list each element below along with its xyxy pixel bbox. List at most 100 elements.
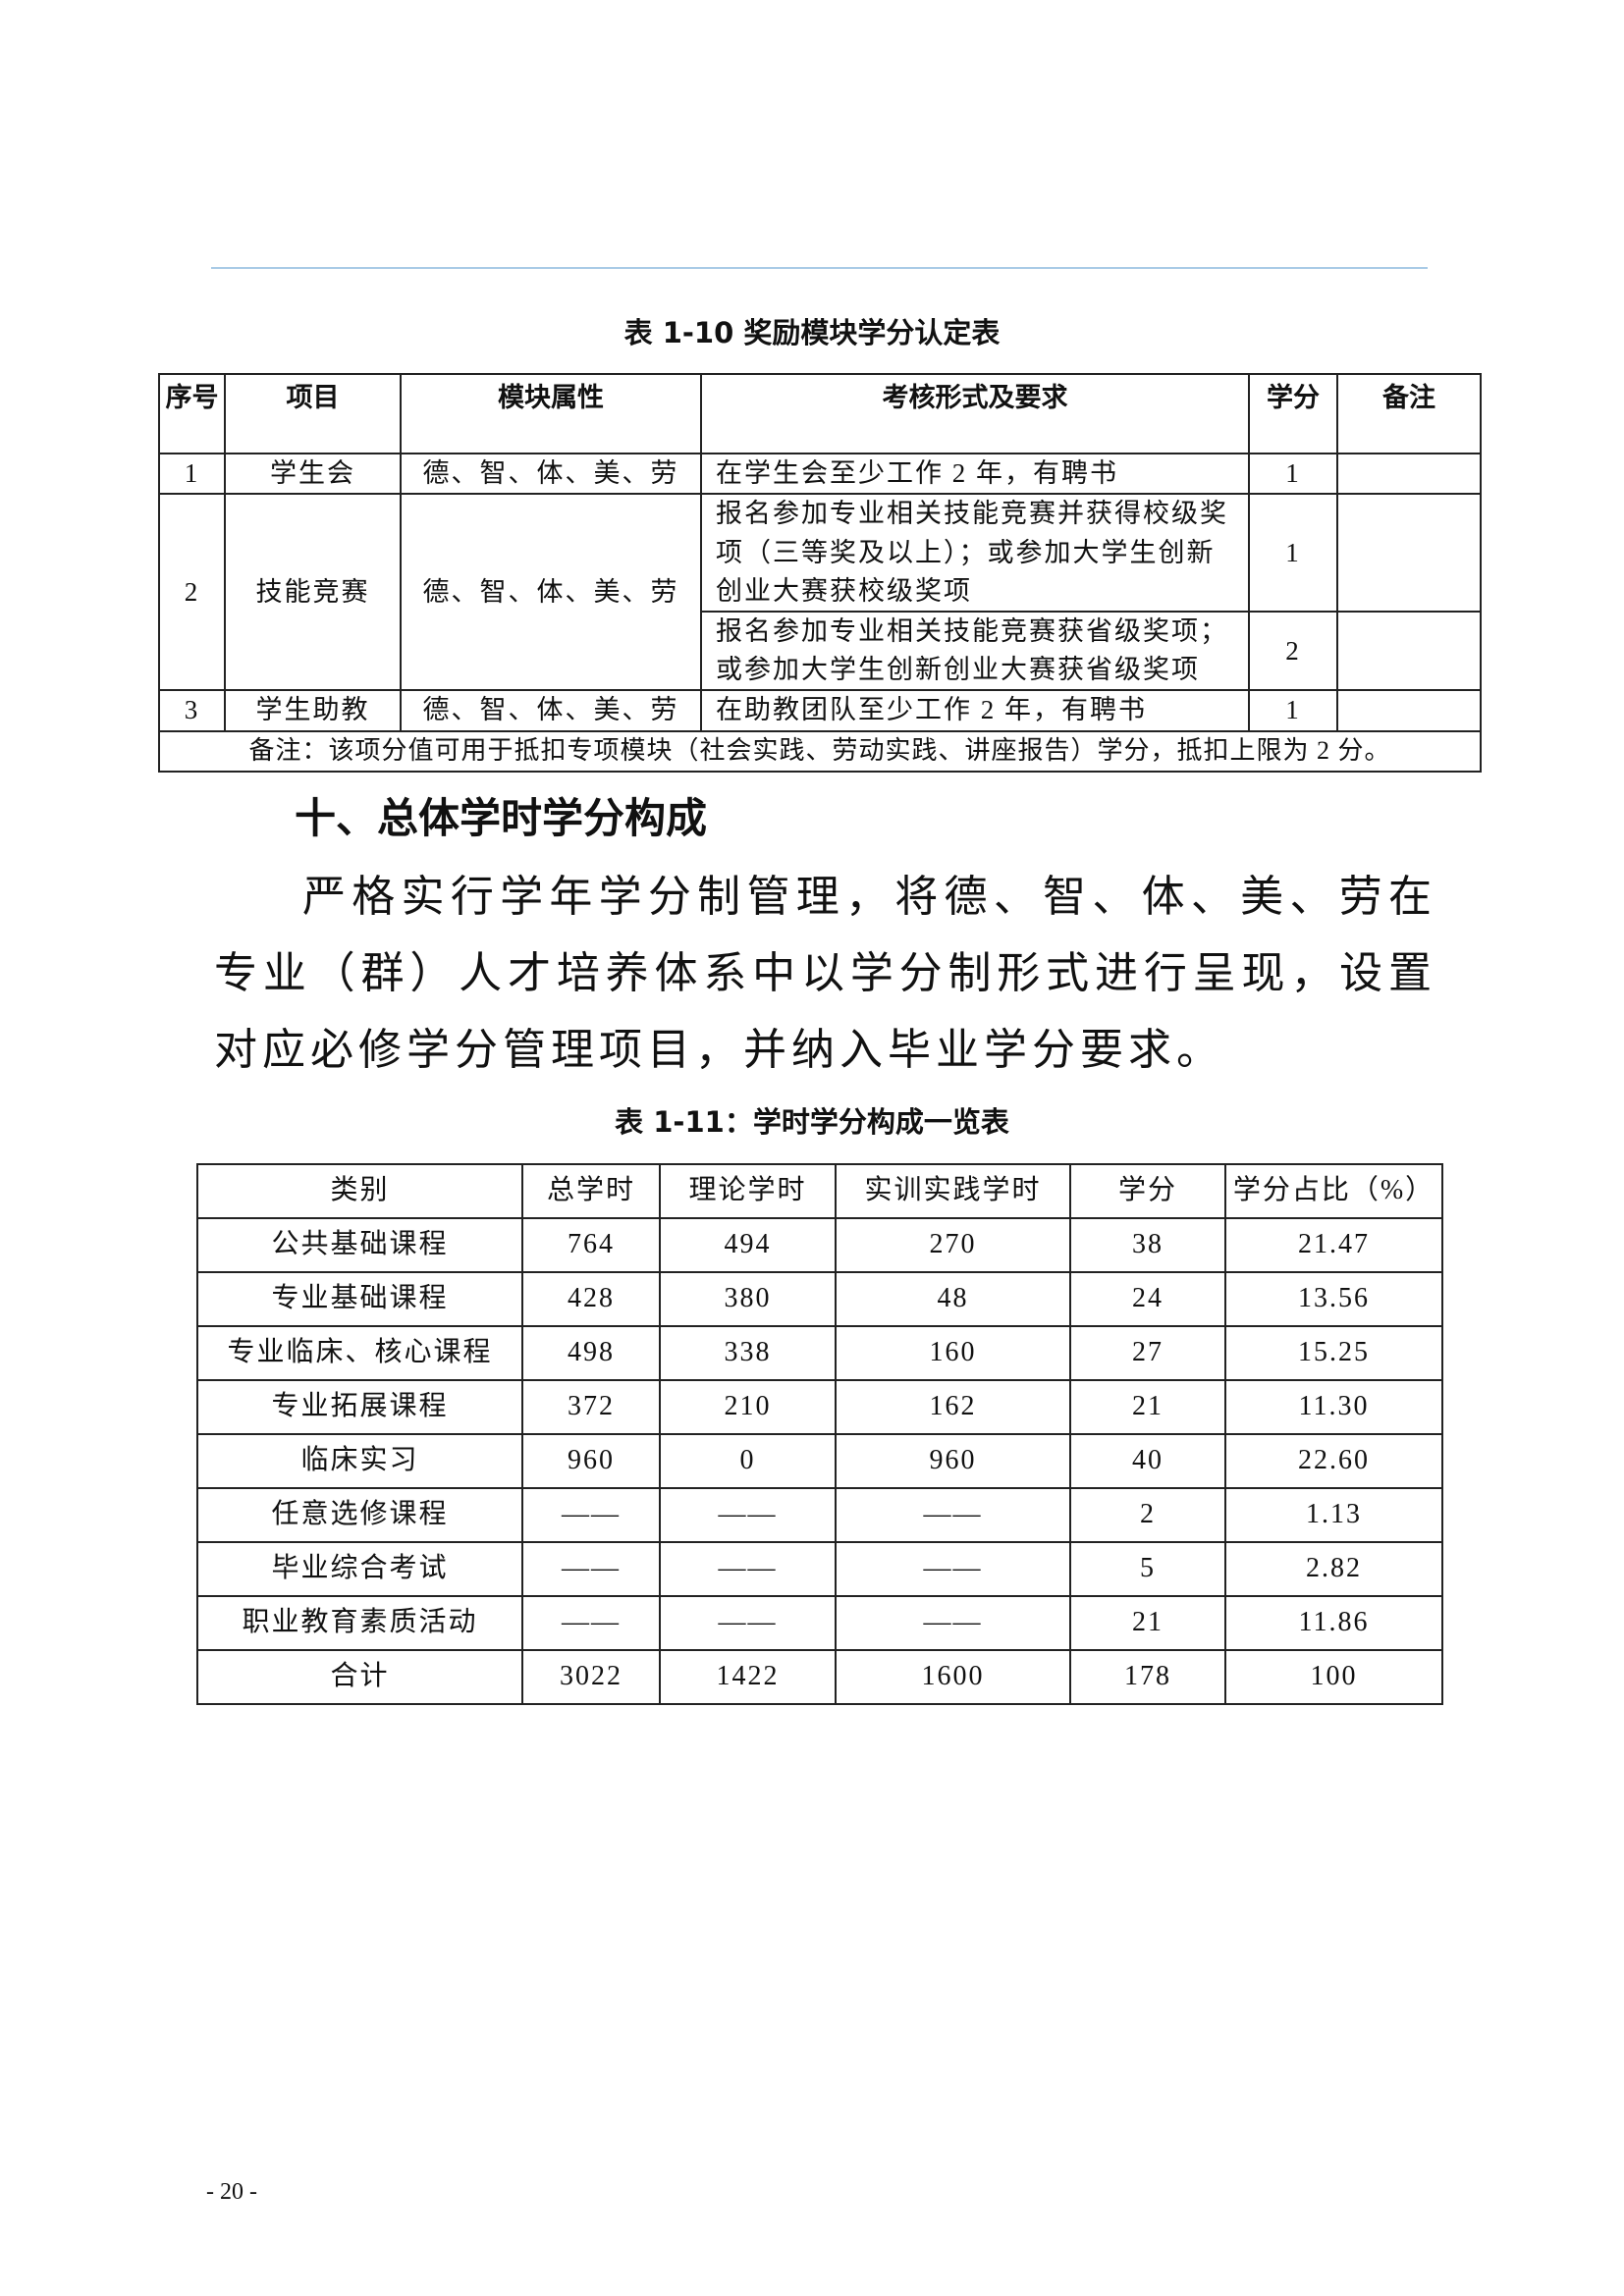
cell (1336, 689, 1482, 732)
cell: 11.30 (1224, 1379, 1443, 1435)
header-cell: 类别 (196, 1163, 523, 1219)
cell: —— (521, 1487, 661, 1543)
cell: 学生会 (224, 452, 402, 496)
cell: 178 (1069, 1649, 1226, 1705)
header-cell: 学分 (1248, 373, 1338, 454)
cell: 27 (1069, 1325, 1226, 1381)
cell: 1 (1248, 452, 1338, 496)
cell: 270 (835, 1217, 1071, 1273)
header-cell: 学分 (1069, 1163, 1226, 1219)
table-footnote: 备注：该项分值可用于抵扣专项模块（社会实践、劳动实践、讲座报告）学分，抵扣上限为… (158, 729, 1482, 773)
table-header-row: 类别 总学时 理论学时 实训实践学时 学分 学分占比（%） (196, 1163, 1443, 1219)
table-footnote-row: 备注：该项分值可用于抵扣专项模块（社会实践、劳动实践、讲座报告）学分，抵扣上限为… (158, 729, 1482, 773)
table-row: 报名参加专业相关技能竞赛获省级奖项；或参加大学生创新创业大赛获省级奖项 2 (159, 611, 1482, 692)
cell: 合计 (196, 1649, 523, 1705)
header-cell: 理论学时 (659, 1163, 837, 1219)
table-row: 2 技能竞赛 德、智、体、美、劳 报名参加专业相关技能竞赛并获得校级奖项（三等奖… (158, 493, 1482, 692)
cell: 380 (659, 1271, 837, 1327)
cell: 21 (1069, 1595, 1226, 1651)
cell: 372 (521, 1379, 661, 1435)
cell: 专业基础课程 (196, 1271, 523, 1327)
cell: 报名参加专业相关技能竞赛获省级奖项；或参加大学生创新创业大赛获省级奖项 (700, 611, 1250, 692)
cell (1336, 493, 1482, 614)
cell: 3022 (521, 1649, 661, 1705)
cell: 技能竞赛 (224, 493, 402, 692)
table-row: 毕业综合考试 —— —— —— 5 2.82 (196, 1541, 1443, 1597)
cell: 22.60 (1224, 1433, 1443, 1489)
cell: 公共基础课程 (196, 1217, 523, 1273)
cell: 13.56 (1224, 1271, 1443, 1327)
cell: 1.13 (1224, 1487, 1443, 1543)
cell: 毕业综合考试 (196, 1541, 523, 1597)
cell: 专业拓展课程 (196, 1379, 523, 1435)
header-cell: 备注 (1336, 373, 1482, 454)
table-row: 任意选修课程 —— —— —— 2 1.13 (196, 1487, 1443, 1543)
header-rule (211, 267, 1428, 269)
cell: —— (835, 1487, 1071, 1543)
cell: 100 (1224, 1649, 1443, 1705)
cell: 160 (835, 1325, 1071, 1381)
cell: 0 (659, 1433, 837, 1489)
cell: 任意选修课程 (196, 1487, 523, 1543)
header-cell: 总学时 (521, 1163, 661, 1219)
cell: 48 (835, 1271, 1071, 1327)
table-row: 专业临床、核心课程 498 338 160 27 15.25 (196, 1325, 1443, 1381)
header-cell: 考核形式及要求 (700, 373, 1250, 454)
cell: 428 (521, 1271, 661, 1327)
cell (1336, 611, 1482, 692)
cell: 报名参加专业相关技能竞赛并获得校级奖项（三等奖及以上）；或参加大学生创新创业大赛… (700, 493, 1250, 614)
cell: 在助教团队至少工作 2 年，有聘书 (700, 689, 1250, 732)
cell: 2 (1248, 611, 1338, 692)
table-row: 临床实习 960 0 960 40 22.60 (196, 1433, 1443, 1489)
reward-credit-table: 序号 项目 模块属性 考核形式及要求 学分 备注 1 学生会 德、智、体、美、劳… (158, 373, 1482, 773)
cell: 学生助教 (224, 689, 402, 732)
table-row: 公共基础课程 764 494 270 38 21.47 (196, 1217, 1443, 1273)
table2-caption: 表 1-11：学时学分构成一览表 (615, 1105, 1009, 1139)
cell: 在学生会至少工作 2 年，有聘书 (700, 452, 1250, 496)
cell: —— (521, 1595, 661, 1651)
cell: 498 (521, 1325, 661, 1381)
header-cell: 实训实践学时 (835, 1163, 1071, 1219)
cell: 2 (158, 493, 226, 692)
cell: 15.25 (1224, 1325, 1443, 1381)
cell: 21 (1069, 1379, 1226, 1435)
cell: 38 (1069, 1217, 1226, 1273)
header-cell: 模块属性 (400, 373, 702, 454)
section-paragraph: 严格实行学年学分制管理，将德、智、体、美、劳在专业（群）人才培养体系中以学分制形… (214, 873, 1436, 1074)
cell: 2 (1069, 1487, 1226, 1543)
table-row: 合计 3022 1422 1600 178 100 (196, 1649, 1443, 1705)
cell: 职业教育素质活动 (196, 1595, 523, 1651)
table1-caption: 表 1-10 奖励模块学分认定表 (623, 316, 1001, 349)
cell: 专业临床、核心课程 (196, 1325, 523, 1381)
cell: 494 (659, 1217, 837, 1273)
cell: —— (835, 1595, 1071, 1651)
table-row: 职业教育素质活动 —— —— —— 21 11.86 (196, 1595, 1443, 1651)
header-cell: 序号 (158, 373, 226, 454)
cell: 德、智、体、美、劳 (400, 493, 702, 692)
table-row: 1 学生会 德、智、体、美、劳 在学生会至少工作 2 年，有聘书 1 (158, 452, 1482, 496)
cell: 1 (1248, 689, 1338, 732)
cell: 5 (1069, 1541, 1226, 1597)
hours-credits-table: 类别 总学时 理论学时 实训实践学时 学分 学分占比（%） 公共基础课程 764 494 270 3… (196, 1163, 1443, 1705)
cell: 德、智、体、美、劳 (400, 452, 702, 496)
cell: 1600 (835, 1649, 1071, 1705)
cell: —— (835, 1541, 1071, 1597)
cell: 1 (158, 452, 226, 496)
table-row: 专业基础课程 428 380 48 24 13.56 (196, 1271, 1443, 1327)
cell: 德、智、体、美、劳 (400, 689, 702, 732)
cell: 960 (521, 1433, 661, 1489)
cell: 2.82 (1224, 1541, 1443, 1597)
table-header-row: 序号 项目 模块属性 考核形式及要求 学分 备注 (158, 373, 1482, 454)
cell: 764 (521, 1217, 661, 1273)
cell: 162 (835, 1379, 1071, 1435)
cell: —— (659, 1487, 837, 1543)
cell: 1 (1248, 493, 1338, 614)
cell: 40 (1069, 1433, 1226, 1489)
table-row: 3 学生助教 德、智、体、美、劳 在助教团队至少工作 2 年，有聘书 1 (158, 689, 1482, 732)
page-number: - 20 - (206, 2179, 257, 2205)
cell: 210 (659, 1379, 837, 1435)
cell: 11.86 (1224, 1595, 1443, 1651)
header-cell: 项目 (224, 373, 402, 454)
cell: —— (659, 1595, 837, 1651)
